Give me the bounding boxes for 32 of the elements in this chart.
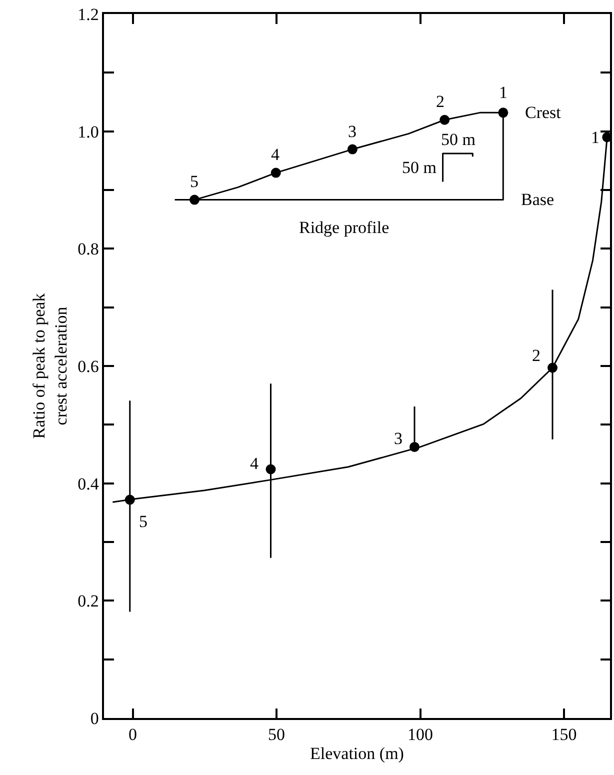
y-tick-label: 0.8 (78, 240, 99, 259)
annotation: 5 (190, 172, 198, 191)
annotation: 3 (348, 122, 356, 141)
annotation: 2 (532, 346, 540, 365)
y-axis-title: Ratio of peak to peak crest acceleration (30, 292, 71, 439)
point (548, 362, 558, 373)
x-tick-label: 100 (408, 725, 433, 744)
x-axis-title: Elevation (m) (310, 744, 404, 764)
y-tick-label: 0.2 (78, 592, 99, 611)
x-tick-label: 50 (268, 725, 285, 744)
annotation: 1 (591, 128, 600, 147)
annotation: 3 (394, 429, 402, 448)
annotation: 5 (139, 512, 148, 531)
annotation: 50 m (402, 158, 436, 177)
point (124, 494, 135, 505)
annotation: Crest (525, 103, 562, 122)
y-tick-label: 0 (90, 708, 99, 728)
x-tick-label: 0 (128, 725, 137, 744)
annotation: 2 (436, 92, 444, 111)
annotation: Ridge profile (299, 218, 390, 237)
y-tick-label: 0.6 (78, 356, 99, 376)
y-tick-label: 1.0 (78, 122, 99, 142)
x-tick-label: 150 (551, 725, 577, 744)
y-tick-label: 1.2 (78, 4, 99, 24)
annotation: 50 m (441, 130, 476, 149)
annotation: Base (521, 190, 554, 209)
point (266, 464, 276, 474)
y-tick-label: 0.4 (78, 474, 100, 494)
annotation: 4 (250, 454, 259, 473)
annotation: 4 (271, 145, 280, 164)
annotation: 1 (499, 83, 508, 102)
point (410, 442, 420, 452)
